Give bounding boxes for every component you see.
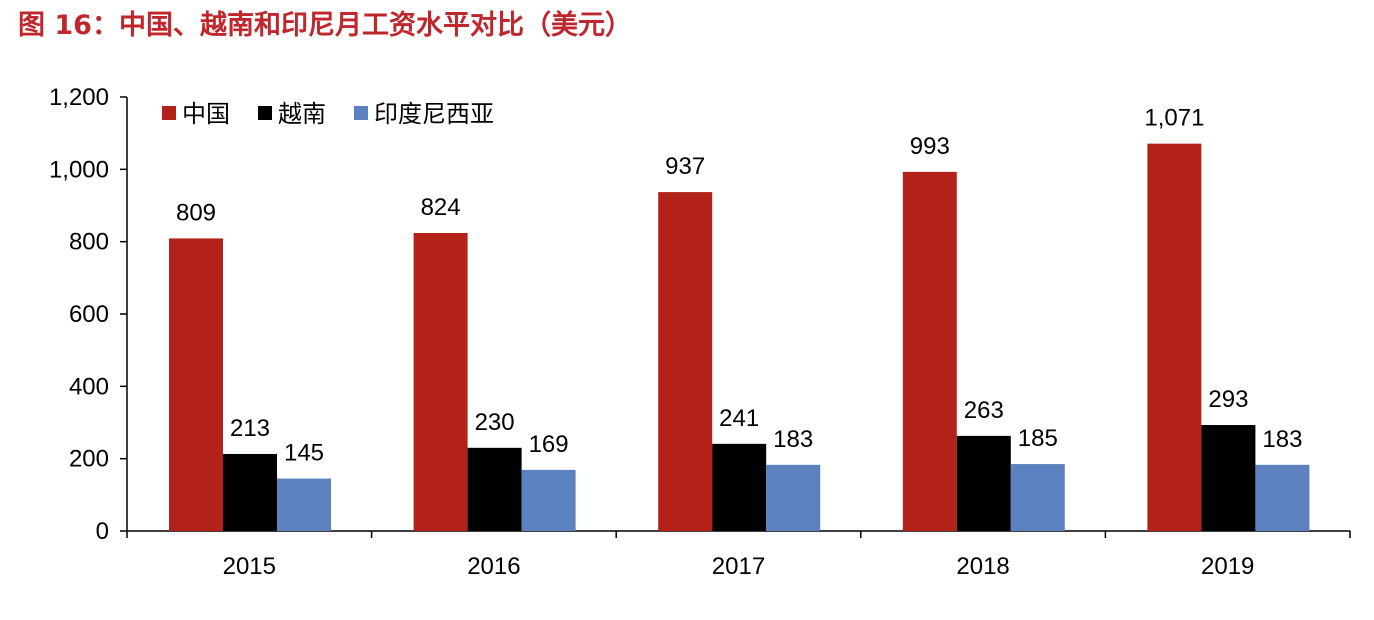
y-tick-label: 600 <box>69 301 109 328</box>
y-tick-label: 200 <box>69 446 109 473</box>
legend-label: 印度尼西亚 <box>374 100 494 128</box>
data-label: 230 <box>475 409 515 436</box>
y-tick-label: 1,000 <box>49 156 109 183</box>
data-label: 183 <box>773 426 813 453</box>
bar <box>956 435 1011 531</box>
chart-legend: 中国 越南 印度尼西亚 <box>162 100 494 128</box>
data-label: 145 <box>284 440 324 467</box>
data-label: 185 <box>1018 425 1058 452</box>
chart-bars <box>169 143 1310 532</box>
bar <box>1010 464 1065 531</box>
bar <box>413 232 468 531</box>
y-tick-label: 800 <box>69 229 109 256</box>
bar <box>277 478 331 531</box>
bar <box>1147 143 1202 531</box>
bar <box>169 238 223 531</box>
legend-label: 越南 <box>278 100 326 128</box>
bar <box>223 453 277 531</box>
data-label: 937 <box>665 153 705 180</box>
data-label: 1,071 <box>1144 105 1204 132</box>
x-tick-label: 2016 <box>467 553 520 580</box>
x-tick-label: 2018 <box>956 553 1009 580</box>
y-tick-label: 0 <box>96 518 109 545</box>
data-label: 213 <box>230 415 270 442</box>
bar <box>658 192 713 531</box>
data-label: 293 <box>1208 386 1248 413</box>
x-tick-label: 2015 <box>223 553 276 580</box>
bar <box>902 171 957 532</box>
x-tick-label: 2017 <box>712 553 765 580</box>
bar <box>467 447 522 531</box>
legend-swatch <box>354 106 368 120</box>
data-label: 824 <box>421 194 461 221</box>
data-label: 809 <box>176 199 216 226</box>
data-label: 263 <box>964 397 1004 424</box>
bar <box>521 469 576 531</box>
y-tick-label: 400 <box>69 373 109 400</box>
data-label: 183 <box>1262 426 1302 453</box>
bar <box>1201 425 1256 531</box>
data-label: 241 <box>719 405 759 432</box>
x-tick-label: 2019 <box>1201 553 1254 580</box>
legend-swatch <box>258 106 272 120</box>
bar <box>712 443 767 531</box>
legend-label: 中国 <box>182 100 230 128</box>
bar <box>766 464 821 531</box>
data-label: 993 <box>910 133 950 160</box>
data-label: 169 <box>529 431 569 458</box>
legend-swatch <box>162 106 176 120</box>
chart-data-labels: 809 824 937 993 1,071 213 230 241 263 293 145 169 18… <box>176 105 1302 467</box>
bar <box>1255 464 1310 531</box>
y-tick-label: 1,200 <box>49 84 109 111</box>
figure-title: 图 16：中国、越南和印尼月工资水平对比（美元） <box>18 10 632 41</box>
